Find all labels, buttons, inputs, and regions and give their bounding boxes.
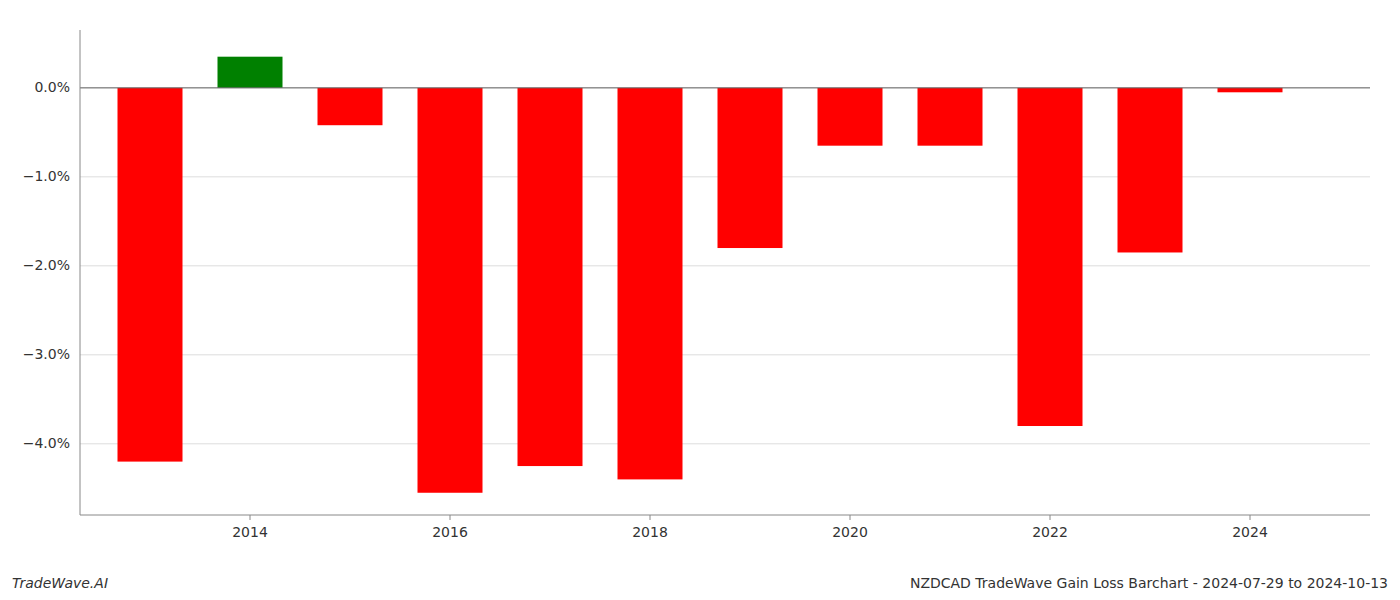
bar — [118, 88, 183, 462]
x-tick-label: 2014 — [232, 524, 268, 540]
bar — [1218, 88, 1283, 92]
bar — [318, 88, 383, 125]
x-tick-label: 2022 — [1032, 524, 1068, 540]
x-tick-label: 2018 — [632, 524, 668, 540]
zero-line — [80, 87, 1370, 88]
bar — [518, 88, 583, 466]
x-tick — [1250, 515, 1251, 520]
bar — [618, 88, 683, 480]
x-tick-label: 2024 — [1232, 524, 1268, 540]
grid-line — [80, 354, 1370, 355]
bar — [918, 88, 983, 146]
grid-line — [80, 265, 1370, 266]
y-tick-labels: 0.0% −1.0% −2.0% −3.0% −4.0% — [23, 79, 70, 451]
y-tick-label: −4.0% — [23, 435, 70, 451]
x-tick-label: 2016 — [432, 524, 468, 540]
grid — [80, 88, 1370, 444]
x-tick — [1050, 515, 1051, 520]
grid-line — [80, 87, 1370, 88]
y-axis-line — [80, 30, 81, 515]
footer-text: NZDCAD TradeWave Gain Loss Barchart - 20… — [910, 575, 1388, 591]
bar — [1018, 88, 1083, 426]
bar — [718, 88, 783, 248]
x-tick — [250, 515, 251, 520]
y-tick-label: 0.0% — [34, 79, 70, 95]
chart: 0.0% −1.0% −2.0% −3.0% −4.0% 2014 2016 2018 2020… — [0, 0, 1400, 600]
footer-text: TradeWave.AI — [12, 575, 108, 591]
x-tick — [850, 515, 851, 520]
x-axis-line — [80, 515, 1370, 516]
x-tick — [650, 515, 651, 520]
bar — [218, 57, 283, 88]
x-tick-labels: 2014 2016 2018 2020 2022 2024 — [232, 515, 1268, 540]
y-tick-label: −1.0% — [23, 168, 70, 184]
bar — [1118, 88, 1183, 253]
x-tick-label: 2020 — [832, 524, 868, 540]
y-tick-label: −2.0% — [23, 257, 70, 273]
bars — [118, 57, 1283, 493]
x-tick — [450, 515, 451, 520]
bar — [418, 88, 483, 493]
bar — [818, 88, 883, 146]
y-tick-label: −3.0% — [23, 346, 70, 362]
grid-line — [80, 443, 1370, 444]
